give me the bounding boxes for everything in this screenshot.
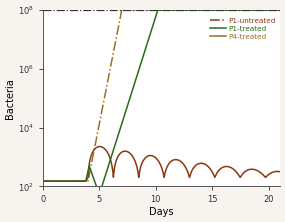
P1-treated xyxy=(98,145,101,148)
P4-treated xyxy=(132,84,136,87)
P4-treated xyxy=(82,180,86,182)
P1-treated xyxy=(274,170,277,173)
P1-untreated xyxy=(41,180,44,182)
X-axis label: Days: Days xyxy=(149,207,174,217)
P1-treated xyxy=(278,170,282,173)
P1-untreated xyxy=(142,8,146,11)
P1-treated xyxy=(68,180,72,182)
P1-treated xyxy=(132,157,136,160)
P1-untreated xyxy=(248,8,252,11)
Legend: P1-untreated, P1-treated, P4-treated: P1-untreated, P1-treated, P4-treated xyxy=(209,17,276,40)
P1-treated xyxy=(248,168,252,171)
Line: P1-treated: P1-treated xyxy=(43,147,280,181)
P4-treated xyxy=(274,9,277,11)
P4-treated xyxy=(68,180,72,182)
P1-treated xyxy=(82,180,86,182)
P4-treated xyxy=(41,180,44,182)
P1-untreated xyxy=(120,8,123,11)
P1-treated xyxy=(41,180,44,182)
P1-untreated xyxy=(68,180,72,182)
P4-treated xyxy=(142,52,146,54)
P4-treated xyxy=(278,9,282,11)
Line: P4-treated: P4-treated xyxy=(43,10,280,194)
P4-treated xyxy=(98,193,101,196)
P4-treated xyxy=(248,9,252,11)
Line: P1-untreated: P1-untreated xyxy=(43,10,280,181)
P1-treated xyxy=(142,158,146,161)
P1-untreated xyxy=(274,8,277,11)
P4-treated xyxy=(156,9,159,11)
P1-untreated xyxy=(278,8,282,11)
P1-untreated xyxy=(82,180,86,182)
P1-untreated xyxy=(132,8,136,11)
Y-axis label: Bacteria: Bacteria xyxy=(5,78,15,119)
